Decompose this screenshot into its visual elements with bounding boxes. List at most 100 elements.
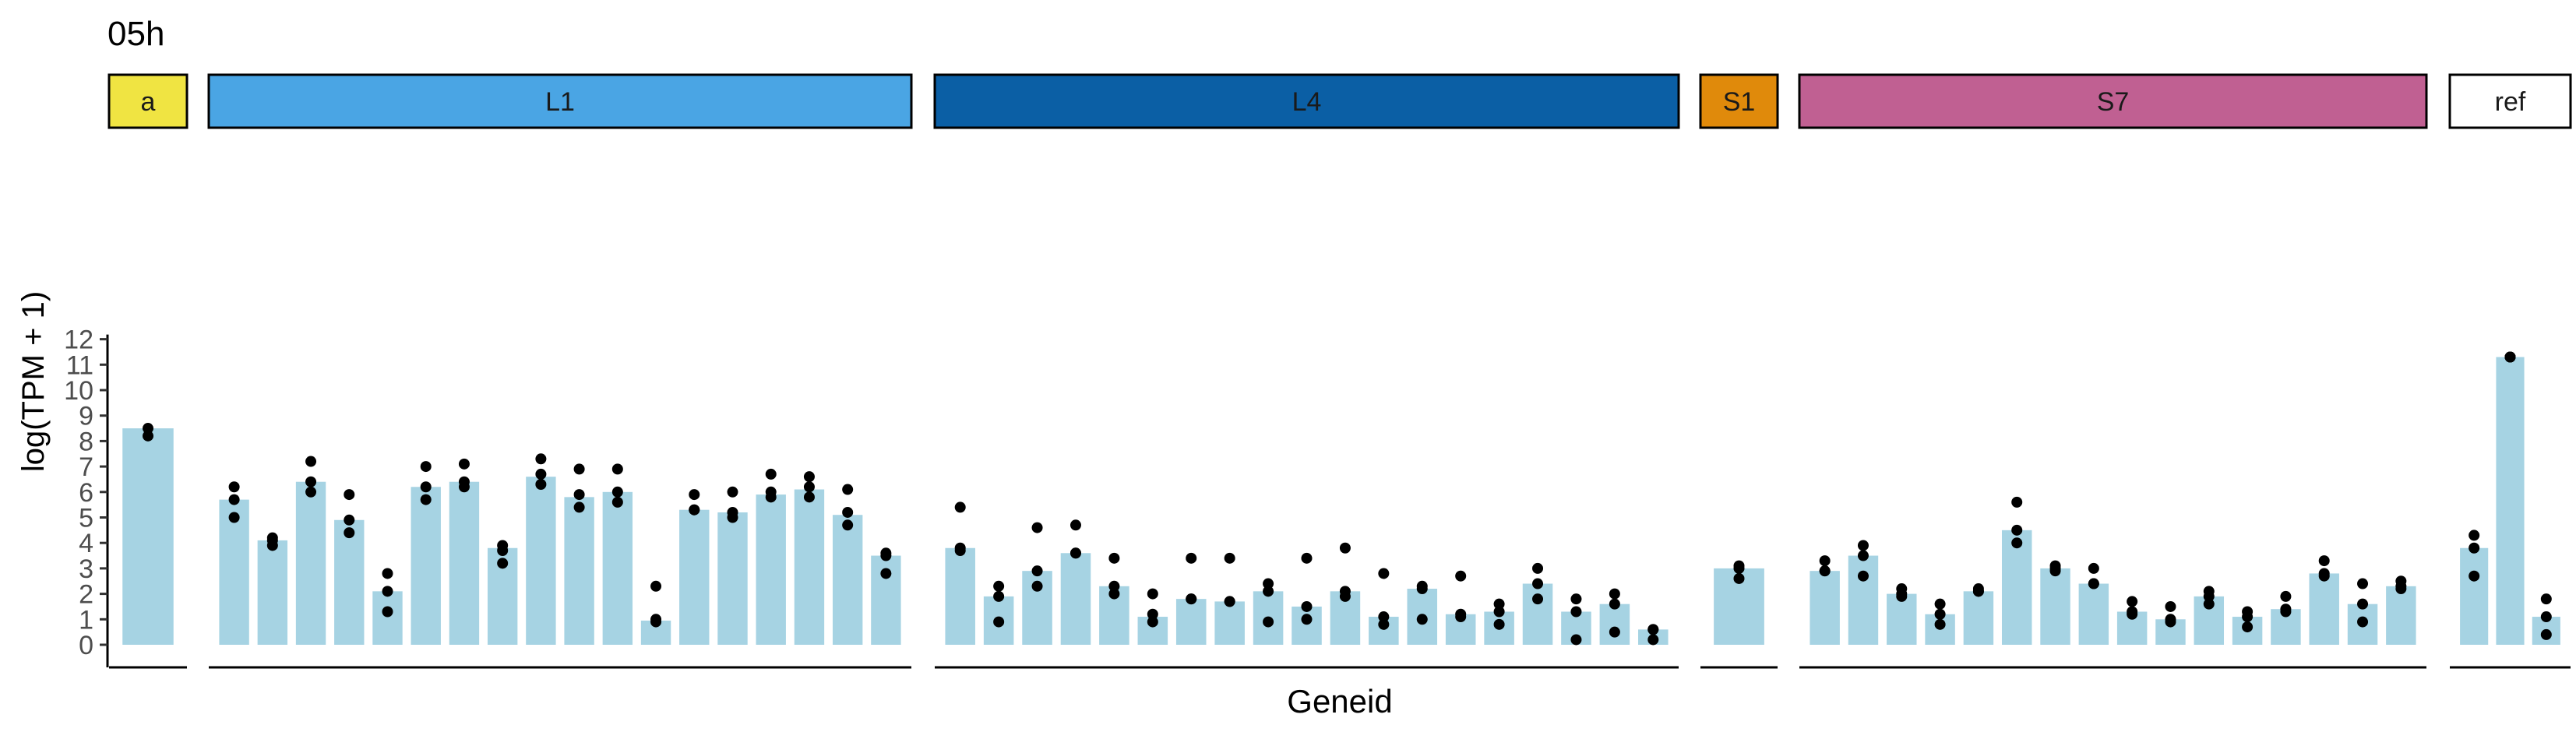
- data-point: [1647, 634, 1659, 646]
- y-tick-label: 11: [66, 350, 93, 380]
- data-point: [420, 494, 432, 505]
- data-point: [1896, 583, 1908, 595]
- data-point: [1857, 540, 1869, 551]
- data-point: [2165, 614, 2176, 625]
- data-point: [1819, 555, 1831, 567]
- data-point: [689, 489, 700, 501]
- bar: [526, 477, 556, 645]
- data-point: [1532, 593, 1544, 605]
- facet-strip: [107, 73, 189, 129]
- data-point: [2540, 593, 2552, 605]
- data-point: [1147, 588, 1158, 600]
- data-point: [954, 501, 966, 513]
- bar: [2496, 357, 2525, 645]
- y-tick-label: 8: [79, 427, 93, 456]
- data-point: [1934, 598, 1946, 610]
- data-point: [1108, 552, 1120, 564]
- data-point: [1339, 586, 1351, 597]
- data-point: [305, 456, 317, 467]
- data-point: [1301, 600, 1313, 612]
- data-point: [143, 423, 153, 435]
- data-point: [1224, 552, 1235, 564]
- chart-title: 05h: [107, 15, 164, 53]
- data-point: [1857, 570, 1869, 582]
- data-point: [1455, 608, 1467, 620]
- data-point: [382, 568, 393, 579]
- data-point: [1070, 547, 1081, 559]
- data-point: [1416, 614, 1428, 625]
- bar: [1522, 583, 1553, 645]
- bar: [602, 491, 633, 645]
- bar: [794, 489, 825, 645]
- data-point: [1532, 562, 1544, 574]
- bar: [564, 497, 594, 645]
- data-point: [1570, 606, 1582, 618]
- data-point: [611, 486, 623, 498]
- data-point: [2242, 606, 2254, 618]
- data-point: [1301, 614, 1313, 625]
- data-point: [727, 506, 738, 518]
- y-tick-label: 6: [79, 478, 93, 508]
- data-point: [880, 568, 892, 579]
- data-point: [803, 471, 815, 483]
- data-point: [573, 501, 585, 513]
- bar: [1060, 553, 1091, 645]
- facet-S1: S1: [1699, 73, 1779, 669]
- data-point: [1647, 624, 1659, 635]
- data-point: [344, 514, 355, 526]
- bar: [1848, 555, 1879, 645]
- data-point: [1031, 522, 1043, 533]
- data-point: [727, 486, 738, 498]
- x-axis-label: Geneid: [1287, 683, 1392, 720]
- data-point: [420, 461, 432, 473]
- data-point: [1493, 618, 1505, 630]
- data-point: [305, 476, 317, 487]
- data-point: [1301, 552, 1313, 564]
- y-tick-label: 10: [64, 376, 93, 406]
- data-point: [2357, 616, 2369, 628]
- data-point: [2165, 600, 2176, 612]
- bar: [2001, 530, 2032, 645]
- data-point: [611, 463, 623, 475]
- bar: [2309, 573, 2339, 645]
- data-point: [305, 486, 317, 498]
- facet-strip: [2448, 73, 2572, 129]
- data-point: [803, 481, 815, 493]
- facet-L1: L1: [207, 73, 913, 669]
- facet-ref: ref: [2448, 73, 2572, 669]
- data-point: [1108, 580, 1120, 592]
- data-point: [2540, 628, 2552, 640]
- data-point: [2011, 537, 2023, 549]
- data-point: [1609, 588, 1620, 600]
- data-point: [1147, 616, 1158, 628]
- y-tick-label: 5: [79, 504, 93, 533]
- data-point: [1819, 565, 1831, 577]
- data-point: [1263, 586, 1274, 597]
- data-point: [1186, 593, 1197, 605]
- data-point: [842, 484, 854, 495]
- data-point: [420, 481, 432, 493]
- data-point: [1378, 568, 1390, 579]
- data-point: [1378, 611, 1390, 623]
- data-point: [228, 494, 240, 505]
- y-tick-label: 3: [79, 554, 93, 584]
- facet-strip: [1699, 73, 1779, 129]
- facet-strip-label: a: [141, 87, 156, 117]
- data-point: [2318, 555, 2330, 567]
- data-point: [842, 506, 854, 518]
- data-point: [1416, 580, 1428, 592]
- facet-a: a: [107, 73, 189, 669]
- data-point: [1147, 608, 1158, 620]
- data-point: [1186, 552, 1197, 564]
- bar: [411, 487, 441, 645]
- data-point: [2203, 598, 2215, 610]
- data-point: [1493, 598, 1505, 610]
- data-point: [842, 519, 854, 531]
- bar: [219, 499, 249, 645]
- data-point: [765, 486, 777, 498]
- bar: [945, 547, 975, 645]
- data-point: [689, 504, 700, 516]
- data-point: [1378, 618, 1390, 630]
- data-point: [2357, 578, 2369, 589]
- y-tick-label: 1: [79, 605, 93, 635]
